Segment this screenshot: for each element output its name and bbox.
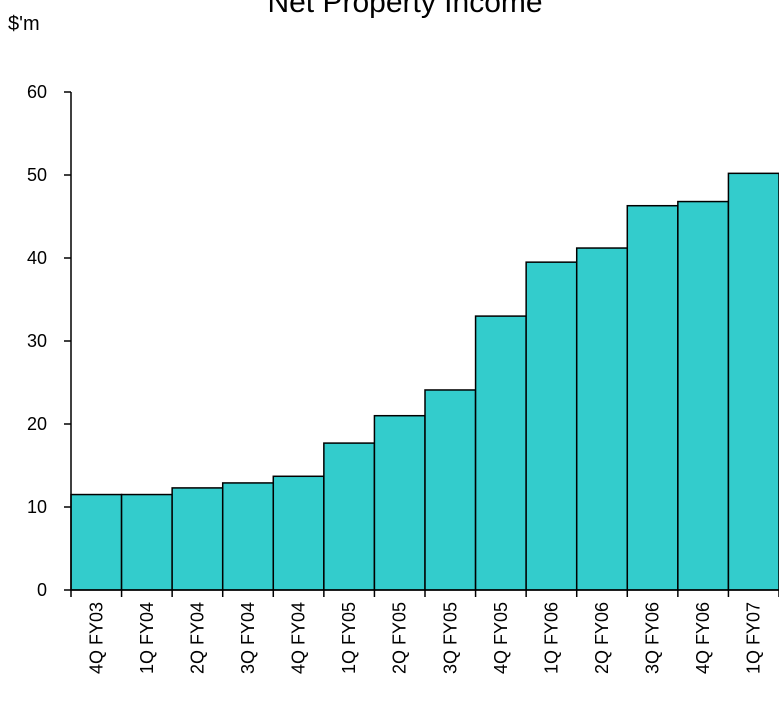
y-tick-label: 50 <box>27 165 47 185</box>
x-category-label: 1Q FY07 <box>744 602 764 674</box>
y-tick-label: 40 <box>27 248 47 268</box>
x-category-label: 3Q FY04 <box>238 602 258 674</box>
y-tick-label: 0 <box>37 580 47 600</box>
x-category-label: 4Q FY04 <box>289 602 309 674</box>
bar-3q-fy04 <box>221 482 275 591</box>
x-category-label: 3Q FY05 <box>440 602 460 674</box>
bar-4q-fy05 <box>474 315 527 591</box>
y-axis-ticks: 0 10 20 30 40 50 60 <box>27 82 71 600</box>
bar-3q-fy05 <box>424 389 477 591</box>
bar-1q-fy04 <box>120 493 173 591</box>
bar-4q-fy04 <box>272 475 325 591</box>
bar-1q-fy06 <box>525 261 578 591</box>
x-axis-category-labels: 4Q FY03 1Q FY04 2Q FY04 3Q FY04 4Q FY04 1Q FY… <box>70 590 779 674</box>
y-tick-label: 20 <box>27 414 47 434</box>
x-category-label: 3Q FY06 <box>643 602 663 674</box>
y-tick-label: 10 <box>27 497 47 517</box>
bar-2q-fy04 <box>171 487 224 591</box>
bar-3q-fy06 <box>626 204 679 591</box>
x-category-label: 4Q FY03 <box>86 602 106 674</box>
chart-title: Net Property Income <box>267 0 542 19</box>
x-category-label: 2Q FY05 <box>390 602 410 674</box>
x-category-label: 1Q FY04 <box>137 602 157 674</box>
x-category-label: 4Q FY05 <box>491 602 511 674</box>
bar-1q-fy05 <box>323 442 376 591</box>
y-axis-unit-label: $'m <box>8 13 40 35</box>
y-tick-label: 30 <box>27 331 47 351</box>
bar-4q-fy03 <box>70 493 123 591</box>
bar-1q-fy07 <box>727 172 779 591</box>
bar-2q-fy05 <box>373 414 426 591</box>
bar-4q-fy06 <box>677 200 730 591</box>
x-category-label: 1Q FY06 <box>541 602 561 674</box>
x-category-label: 2Q FY06 <box>592 602 612 674</box>
x-category-label: 2Q FY04 <box>187 602 207 674</box>
x-category-label: 1Q FY05 <box>339 602 359 674</box>
bar-2q-fy06 <box>575 247 629 591</box>
x-category-label: 4Q FY06 <box>693 602 713 674</box>
bars-group <box>70 172 779 591</box>
y-tick-label: 60 <box>27 82 47 102</box>
